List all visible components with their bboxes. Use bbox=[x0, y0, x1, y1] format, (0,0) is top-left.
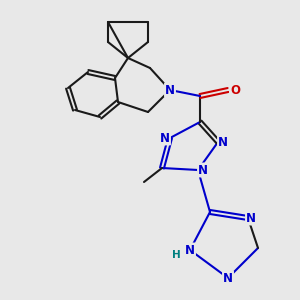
Text: N: N bbox=[218, 136, 228, 148]
Text: N: N bbox=[185, 244, 195, 256]
Text: H: H bbox=[172, 250, 180, 260]
Text: N: N bbox=[198, 164, 208, 176]
Text: N: N bbox=[160, 131, 170, 145]
Text: O: O bbox=[230, 83, 240, 97]
Text: N: N bbox=[246, 212, 256, 224]
Text: N: N bbox=[223, 272, 233, 284]
Text: N: N bbox=[165, 83, 175, 97]
